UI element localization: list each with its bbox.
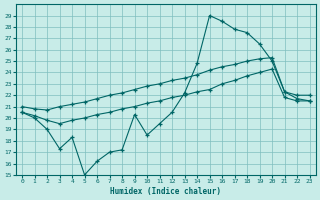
X-axis label: Humidex (Indice chaleur): Humidex (Indice chaleur) xyxy=(110,187,221,196)
